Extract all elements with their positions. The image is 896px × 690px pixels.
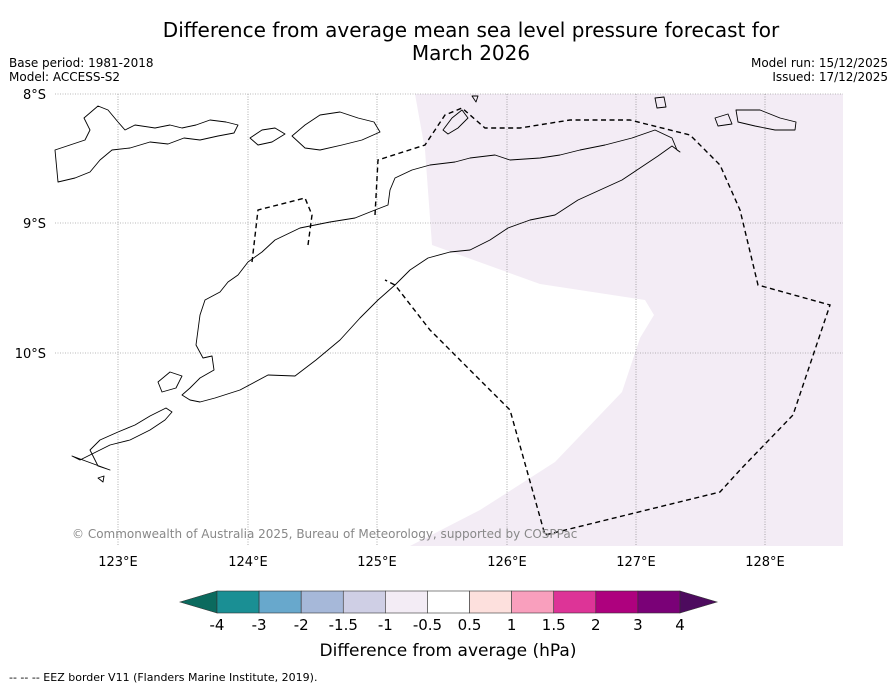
colorbar-tick-label: 1: [507, 616, 517, 634]
colorbar: -4 -3 -2 -1.5 -1 -0.5 0.5 1 1.5 2 3 4: [178, 590, 719, 634]
coastline-island-1: [249, 127, 286, 146]
lon-label-124E: 124°E: [228, 555, 268, 570]
colorbar-cell: [385, 590, 428, 614]
colorbar-cell: [216, 590, 260, 614]
colorbar-tick-label: -2: [294, 616, 309, 634]
issued-date: Issued: 17/12/2025: [772, 70, 888, 84]
colorbar-under-arrow: [178, 590, 218, 614]
coastline-island-2: [442, 109, 469, 135]
colorbar-ticks: -4 -3 -2 -1.5 -1 -0.5 0.5 1 1.5 2 3 4: [210, 616, 685, 634]
chart-title: Difference from average mean sea level p…: [40, 19, 896, 65]
colorbar-cells: [216, 590, 681, 614]
colorbar-tick-label: -3: [252, 616, 267, 634]
colorbar-tick-label: -1.5: [329, 616, 358, 634]
meta-left: Base period: 1981-2018 Model: ACCESS-S2: [9, 56, 154, 84]
colorbar-tick-label: 4: [675, 616, 685, 634]
colorbar-cell: [511, 590, 555, 614]
coastline-sumba: [71, 407, 173, 471]
copyright: © Commonwealth of Australia 2025, Bureau…: [72, 527, 577, 541]
eez-footnote: -- -- -- EEZ border V11 (Flanders Marine…: [9, 671, 318, 684]
colorbar-cell: [300, 590, 344, 614]
colorbar-tick-label: -1: [378, 616, 393, 634]
colorbar-tick-label: 3: [633, 616, 643, 634]
coastline-island-3: [654, 96, 667, 109]
colorbar-cell: [637, 590, 681, 614]
lon-label-125E: 125°E: [357, 555, 397, 570]
model-name: Model: ACCESS-S2: [9, 70, 121, 84]
colorbar-cell: [595, 590, 639, 614]
colorbar-cell: [553, 590, 597, 614]
base-period: Base period: 1981-2018: [9, 56, 154, 70]
anomaly-shading: [410, 94, 843, 546]
colorbar-tick-label: -0.5: [413, 616, 442, 634]
colorbar-cell: [258, 590, 302, 614]
coastline-island-6: [471, 95, 479, 103]
colorbar-tick-label: 0.5: [458, 616, 482, 634]
lon-label-128E: 128°E: [745, 555, 785, 570]
coastline-island-7: [157, 371, 183, 393]
meta-right: Model run: 15/12/2025 Issued: 17/12/2025: [751, 56, 888, 84]
coastline-timor: [181, 129, 681, 403]
colorbar-label: Difference from average (hPa): [319, 641, 577, 661]
colorbar-cell: [342, 590, 386, 614]
title-line-2: March 2026: [411, 41, 531, 65]
coastlines: [54, 95, 797, 483]
eez-border-main: [374, 107, 831, 536]
colorbar-over-arrow: [679, 590, 719, 614]
coastline-island-5: [735, 109, 797, 131]
colorbar-tick-label: 2: [591, 616, 601, 634]
eez-border: [251, 107, 831, 536]
coastline-wetar: [291, 111, 381, 151]
colorbar-cell: [427, 590, 470, 614]
colorbar-cell: [469, 590, 512, 614]
lon-label-123E: 123°E: [98, 555, 138, 570]
coastline-island-8: [97, 475, 105, 483]
coastline-alor: [54, 105, 239, 183]
eez-border-enclave: [251, 197, 313, 263]
lat-label-10S: 10°S: [15, 347, 46, 362]
model-run: Model run: 15/12/2025: [750, 56, 888, 70]
lat-label-9S: 9°S: [23, 217, 46, 232]
colorbar-tick-label: 1.5: [542, 616, 566, 634]
colorbar-tick-label: -4: [210, 616, 225, 634]
title-line-1: Difference from average mean sea level p…: [162, 18, 780, 42]
lat-label-8S: 8°S: [23, 88, 46, 103]
lon-label-127E: 127°E: [616, 555, 656, 570]
coastline-island-4: [714, 113, 733, 127]
lon-label-126E: 126°E: [487, 555, 527, 570]
